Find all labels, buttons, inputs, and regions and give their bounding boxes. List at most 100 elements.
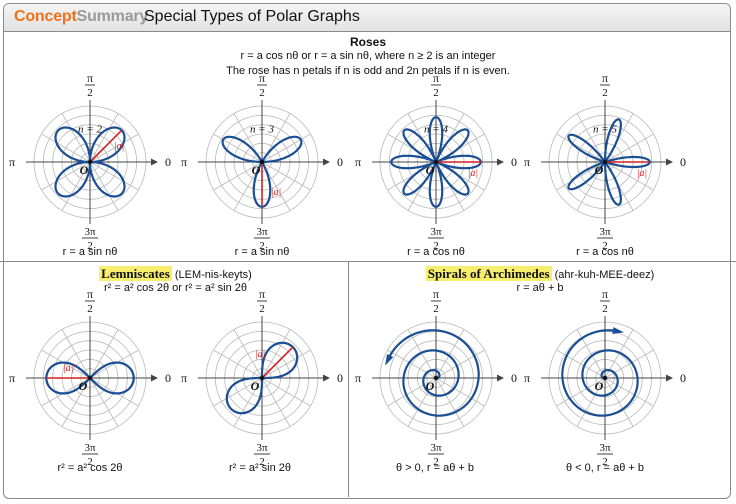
origin-label: O [426, 379, 435, 393]
brand-logo: ConceptSummary [14, 8, 149, 25]
grid-ray [387, 377, 437, 407]
grid-ray [89, 133, 139, 163]
polar-axis-arrow [666, 158, 673, 166]
label-pi-over-2-num: π [259, 287, 265, 301]
lemniscates-equation: r² = a² cos 2θ or r² = a² sin 2θ [103, 282, 248, 294]
label-zero: 0 [680, 155, 686, 169]
grid-ray [89, 161, 139, 191]
spiral-direction-arrow [385, 354, 394, 366]
grid-ray [261, 349, 311, 379]
rose-curve [390, 116, 482, 208]
label-zero: 0 [337, 371, 343, 385]
label-zero: 0 [337, 155, 343, 169]
grid-ray [576, 377, 606, 427]
label-pi: π [355, 371, 361, 385]
polar-axis-arrow [497, 158, 504, 166]
rose-grid: π 2 π 0 3π 2 [9, 71, 171, 252]
grid-ray [41, 161, 91, 191]
grid-ray [213, 133, 263, 163]
rose-caption-3: r = a cos nθ [407, 246, 465, 258]
label-pi-over-2-den: 2 [602, 303, 608, 315]
label-3pi-over-2-num: 3π [256, 226, 268, 238]
spiral-caption-1: θ > 0, r = aθ + b [396, 462, 474, 474]
grid-ray [89, 329, 119, 379]
n-value-label: n = 5 [593, 123, 617, 135]
label-zero: 0 [511, 371, 517, 385]
page-title: Special Types of Polar Graphs [144, 8, 360, 25]
a-length-segment [261, 346, 294, 379]
lemniscate-grid: π 2 π 0 3π 2 [181, 287, 343, 468]
grid-ray [233, 329, 263, 379]
grid-ray [556, 377, 606, 407]
grid-ray [576, 329, 606, 379]
lemniscates-pronunciation: (LEM-nis-keyts) [174, 269, 252, 281]
polar-axis-arrow [151, 158, 158, 166]
label-pi: π [355, 155, 361, 169]
grid-ray [261, 377, 311, 407]
label-zero: 0 [165, 155, 171, 169]
grid-ray [604, 161, 654, 191]
section-divider-vertical [348, 261, 349, 497]
grid-ray [576, 161, 606, 211]
label-3pi-over-2-den: 2 [433, 240, 439, 252]
pole-point [259, 375, 265, 381]
label-zero: 0 [165, 371, 171, 385]
pole-point [433, 159, 439, 165]
grid-ray [576, 113, 606, 163]
origin-label: O [595, 163, 604, 177]
label-pi-over-2-num: π [602, 71, 608, 85]
spiral-grid: π 2 π 0 3π 2 [355, 287, 517, 468]
label-pi-over-2-num: π [87, 287, 93, 301]
label-pi-over-2-num: π [433, 287, 439, 301]
a-length-label: |a| [271, 187, 282, 198]
a-length-label: |a| [114, 141, 125, 152]
a-length-segment [89, 129, 123, 163]
header-bar: ConceptSummary Special Types of Polar Gr… [4, 4, 730, 32]
grid-ray [387, 349, 437, 379]
label-3pi-over-2-den: 2 [259, 240, 265, 252]
spiral-caption-2: θ < 0, r = aθ + b [566, 462, 644, 474]
grid-ray [435, 349, 485, 379]
grid-ray [61, 329, 91, 379]
grid-ray [89, 349, 139, 379]
label-3pi-over-2-den: 2 [259, 456, 265, 468]
roses-equation: r = a cos nθ or r = a sin nθ, where n ≥ … [240, 50, 496, 62]
label-3pi-over-2-num: 3π [430, 226, 442, 238]
grid-ray [556, 349, 606, 379]
lemniscate-caption-1: r² = a² cos 2θ [57, 462, 123, 474]
pole-point [602, 159, 608, 165]
label-pi: π [181, 155, 187, 169]
origin-label: O [251, 379, 260, 393]
grid-ray [41, 133, 91, 163]
spirals-name: Spirals of Archimedes [425, 266, 552, 281]
grid-ray [89, 113, 119, 163]
label-zero: 0 [511, 155, 517, 169]
spiral-direction-arrow [612, 327, 624, 335]
rose-caption-2: r = a sin nθ [234, 246, 290, 258]
a-length-label: |a| [63, 363, 74, 374]
label-zero: 0 [680, 371, 686, 385]
label-pi-over-2-den: 2 [602, 87, 608, 99]
a-length-label: |a| [255, 349, 266, 360]
spirals-heading: Spirals of Archimedes (ahr-kuh-MEE-deez) [350, 266, 730, 282]
spiral-curve [561, 329, 639, 417]
pole-point [87, 375, 93, 381]
grid-ray [435, 377, 465, 427]
pole-point [259, 159, 265, 165]
label-3pi-over-2-num: 3π [599, 226, 611, 238]
grid-ray [604, 377, 634, 427]
label-3pi-over-2-num: 3π [84, 226, 96, 238]
grid-ray [213, 377, 263, 407]
grid-ray [261, 329, 291, 379]
grid-ray [261, 161, 311, 191]
label-pi-over-2-den: 2 [87, 87, 93, 99]
rose-caption-4: r = a cos nθ [576, 246, 634, 258]
lemniscate-lobe [45, 361, 92, 395]
lemniscates-heading: Lemniscates (LEM-nis-keyts) [3, 266, 348, 282]
label-pi: π [524, 371, 530, 385]
label-pi: π [9, 155, 15, 169]
grid-ray [261, 133, 311, 163]
label-pi: π [524, 155, 530, 169]
label-3pi-over-2-den: 2 [602, 456, 608, 468]
